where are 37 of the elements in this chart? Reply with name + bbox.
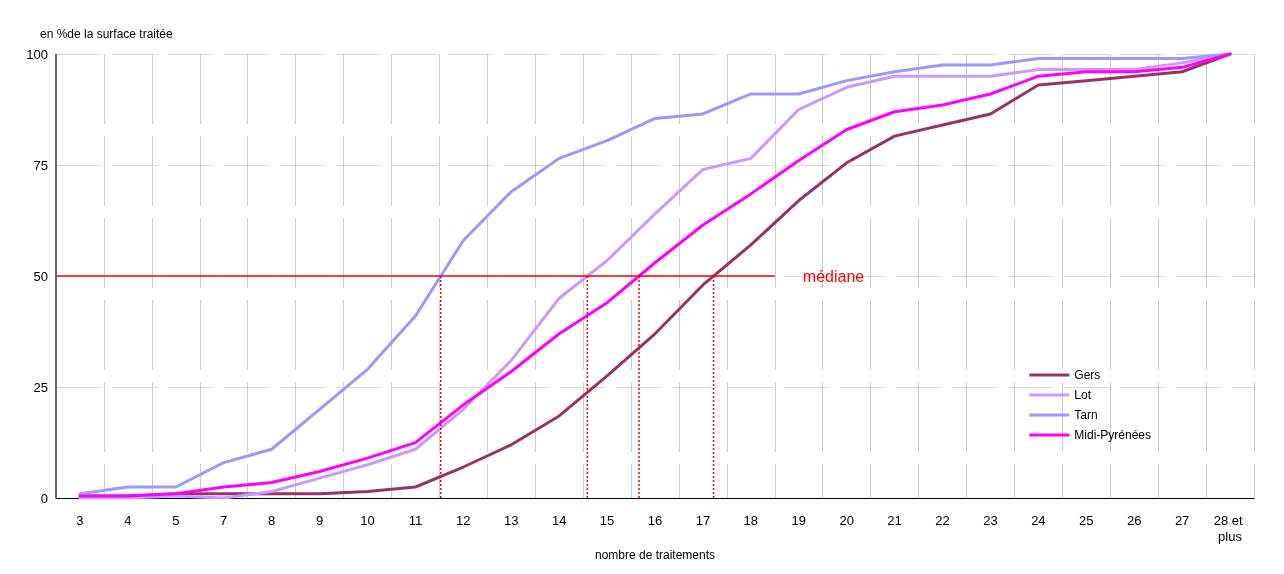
x-tick-label: 15 [599, 512, 615, 528]
legend-label: Lot [1074, 388, 1092, 402]
y-tick-label: 100 [26, 46, 48, 62]
x-tick-label: 8 [268, 512, 276, 528]
x-tick-label: 21 [887, 512, 902, 528]
x-tick-label: 4 [124, 512, 132, 528]
x-tick-label: 22 [935, 512, 950, 528]
x-tick-label: 7 [220, 512, 228, 528]
y-axis-title: en %de la surface traitée [39, 27, 174, 41]
x-tick-label: 20 [839, 512, 854, 528]
x-tick-label: 24 [1031, 512, 1046, 528]
x-tick-label: 12 [456, 512, 471, 528]
x-tick-label: 5 [172, 512, 180, 528]
x-tick-label: 11 [408, 512, 423, 528]
x-axis-title: nombre de traitements [594, 548, 716, 562]
legend-label: Tarn [1074, 408, 1098, 422]
y-tick-label: 50 [33, 268, 48, 284]
x-tick-label: 17 [695, 512, 711, 528]
x-tick-label: 9 [315, 512, 324, 528]
x-tick-label: 19 [791, 512, 806, 528]
x-tick-label: 13 [504, 512, 519, 528]
x-tick-label: 27 [1174, 512, 1190, 528]
legend-label: Midi-Pyrénées [1074, 428, 1152, 442]
legend-label: Gers [1074, 368, 1101, 382]
x-tick-label: 25 [1079, 512, 1094, 528]
x-tick-label: 14 [551, 512, 567, 528]
x-tick-label: 3 [76, 512, 84, 528]
ref-line-label: médiane [802, 267, 865, 285]
y-tick-label: 25 [33, 379, 48, 395]
y-tick-label: 0 [40, 490, 48, 506]
x-tick-label: 16 [647, 512, 663, 528]
x-tick-label: 18 [743, 512, 759, 528]
x-tick-label: 10 [360, 512, 375, 528]
x-tick-label: 26 [1126, 512, 1142, 528]
x-tick-label: 23 [983, 512, 998, 528]
y-tick-label: 75 [33, 157, 48, 173]
x-tick-label: 28 et plus [1213, 512, 1247, 544]
